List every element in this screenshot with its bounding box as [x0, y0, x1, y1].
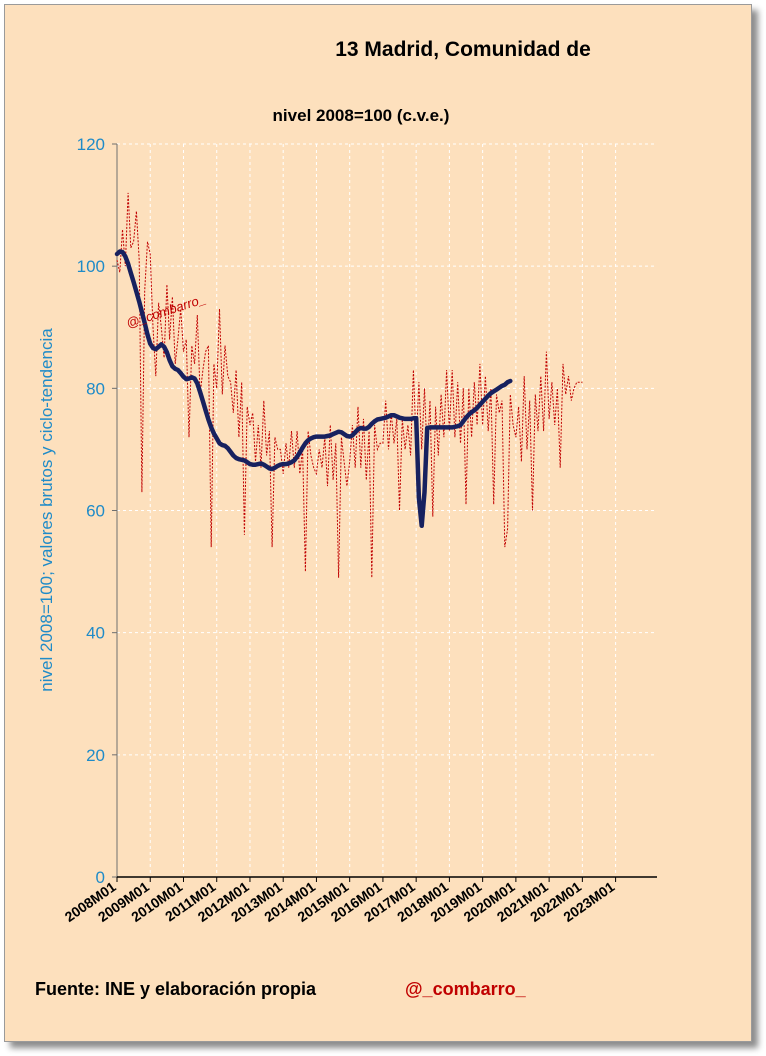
y-tick-label: 0	[96, 868, 105, 887]
chart-title: 13 Madrid, Comunidad de	[335, 38, 591, 61]
author-handle: @_combarro_	[405, 979, 526, 999]
y-tick-label: 100	[77, 257, 105, 276]
y-tick-label: 40	[86, 624, 105, 643]
y-tick-label: 80	[86, 379, 105, 398]
series-line-trend	[114, 249, 513, 529]
series-line-raw	[116, 192, 583, 578]
y-tick-label: 20	[86, 746, 105, 765]
y-tick-label: 60	[86, 502, 105, 521]
chart-subtitle: nivel 2008=100 (c.v.e.)	[272, 106, 450, 125]
source-note: Fuente: INE y elaboración propia	[35, 979, 317, 999]
y-tick-label: 120	[77, 135, 105, 154]
